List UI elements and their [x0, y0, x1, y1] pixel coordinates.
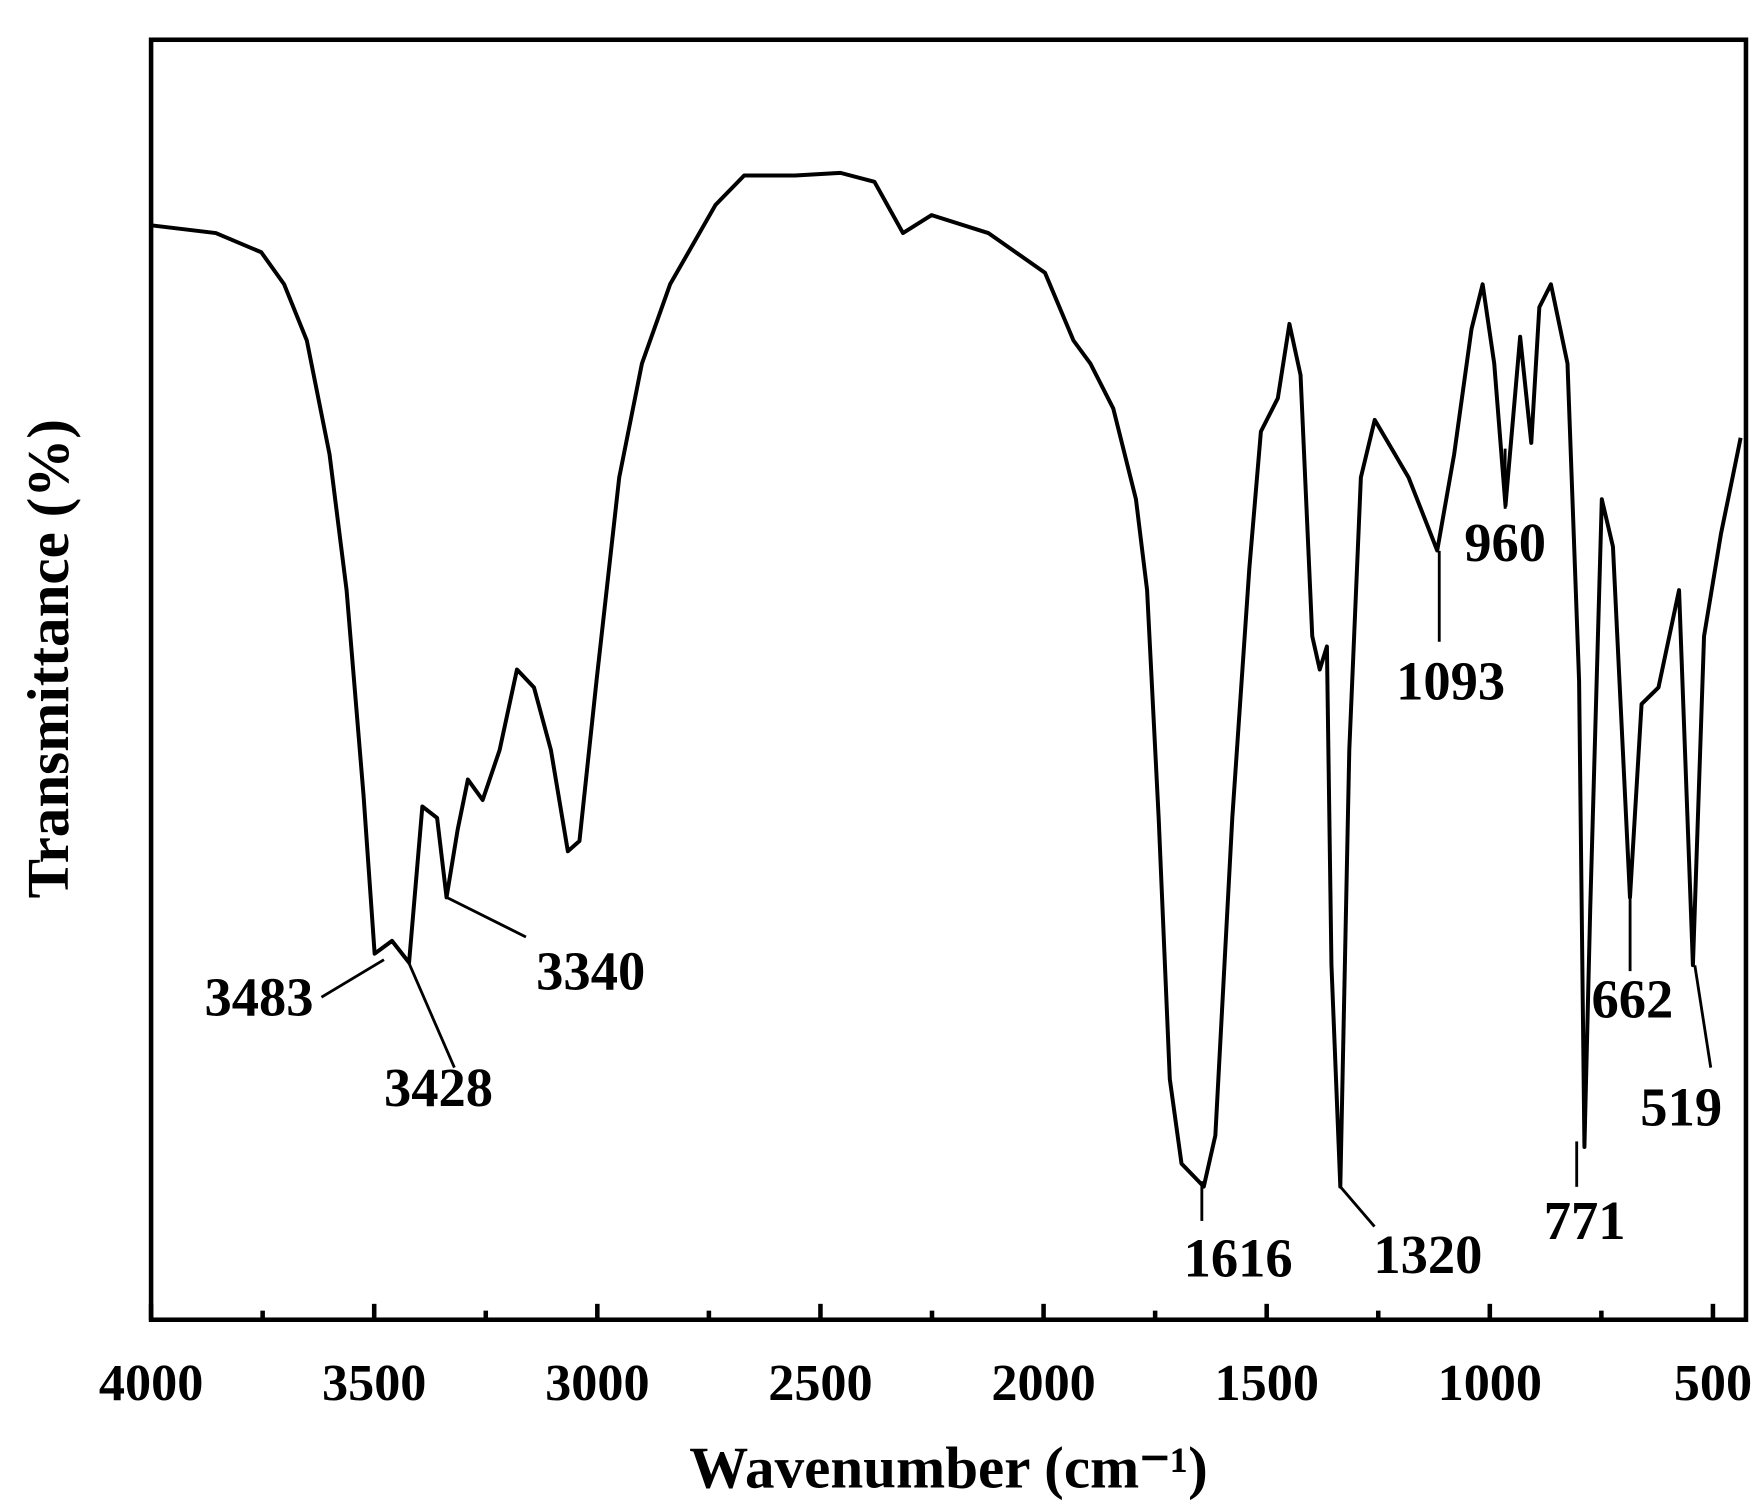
peak-label: 3428 [384, 1057, 493, 1118]
x-tick-label: 2500 [768, 1354, 872, 1412]
x-tick-label: 3500 [322, 1354, 426, 1412]
peak-label: 519 [1640, 1077, 1722, 1138]
peak-label: 1093 [1396, 651, 1505, 712]
peak-label: 1320 [1373, 1224, 1482, 1285]
leader-line [407, 962, 456, 1069]
y-axis-title: Transmittance (%) [15, 419, 81, 898]
leader-line [1339, 1185, 1376, 1228]
leader-line [1693, 965, 1713, 1068]
x-tick-label: 1000 [1438, 1354, 1542, 1412]
x-tick-label: 500 [1674, 1354, 1752, 1412]
x-tick-label: 1500 [1214, 1354, 1318, 1412]
plot-frame [148, 37, 1749, 1323]
peak-label: 662 [1591, 969, 1673, 1030]
peak-label: 771 [1544, 1190, 1626, 1251]
peak-label: 960 [1464, 512, 1546, 573]
leader-line [320, 958, 385, 999]
spectrum-line [150, 170, 1743, 1189]
leader-line [445, 895, 527, 939]
peak-label: 1616 [1184, 1228, 1293, 1289]
x-tick-label: 2000 [991, 1354, 1095, 1412]
peak-label: 3340 [536, 940, 645, 1001]
x-tick-label: 4000 [99, 1354, 203, 1412]
peak-label: 3483 [204, 966, 313, 1027]
x-tick-label: 3000 [545, 1354, 649, 1412]
x-axis-title: Wavenumber (cm⁻¹) [689, 1435, 1208, 1501]
